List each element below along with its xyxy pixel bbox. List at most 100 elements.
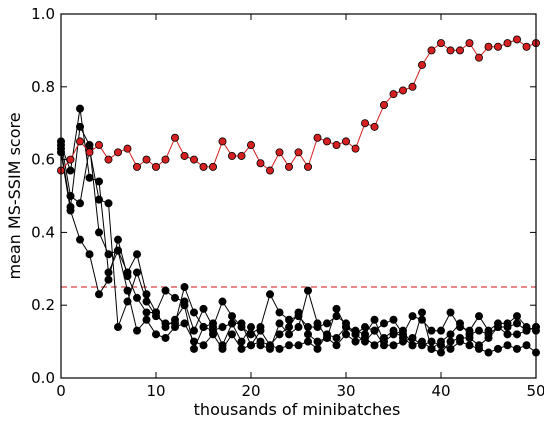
data-point [446,337,455,346]
data-point [389,341,398,350]
data-point [208,162,217,171]
data-point [303,286,312,295]
data-point [284,341,293,350]
x-tick-label: 20 [241,382,260,400]
data-point [180,282,189,291]
data-point [66,166,75,175]
data-point [237,337,246,346]
data-point [436,326,445,335]
x-tick-label: 50 [526,382,544,400]
data-point [427,326,436,335]
data-point [389,90,398,99]
data-point [189,344,198,353]
data-point [322,319,331,328]
data-point [513,319,522,328]
data-point [189,308,198,317]
data-point [351,144,360,153]
data-point [332,312,341,321]
data-point [284,330,293,339]
data-point [256,159,265,168]
data-point [379,319,388,328]
data-point [389,326,398,335]
data-point [427,46,436,55]
data-point [227,312,236,321]
data-point [513,35,522,44]
data-point [199,304,208,313]
data-point [76,235,85,244]
y-tick-label: 0.4 [31,223,55,241]
x-tick-label: 10 [146,382,165,400]
data-point [114,148,123,157]
data-point [265,341,274,350]
data-point [161,155,170,164]
data-point [104,275,113,284]
data-point [332,333,341,342]
y-tick-label: 0.0 [31,369,55,387]
data-point [199,162,208,171]
data-point [284,162,293,171]
data-point [360,333,369,342]
data-point [142,155,151,164]
y-axis-label: mean MS-SSIM score [5,112,24,279]
data-point [246,323,255,332]
data-point [123,268,132,277]
data-point [303,323,312,332]
data-point [503,319,512,328]
data-point [151,330,160,339]
data-point [513,330,522,339]
data-point [370,315,379,324]
data-point [161,323,170,332]
data-point [218,297,227,306]
data-point [170,315,179,324]
data-point [341,330,350,339]
data-point [322,137,331,146]
data-point [484,348,493,357]
data-point [284,323,293,332]
data-point [218,137,227,146]
x-axis-label: thousands of minibatches [194,400,401,419]
data-point [85,173,94,182]
data-point [417,60,426,69]
x-tick-label: 30 [336,382,355,400]
data-point [218,341,227,350]
data-point [85,141,94,150]
series-line-3 [60,152,537,354]
data-point [436,337,445,346]
data-point [132,250,141,259]
data-point [446,330,455,339]
data-point [114,235,123,244]
y-tick-label: 0.8 [31,78,55,96]
data-point [275,344,284,353]
data-point [360,323,369,332]
data-point [218,323,227,332]
data-point [332,304,341,313]
data-point [151,162,160,171]
data-point [180,319,189,328]
data-point [417,337,426,346]
data-point [522,341,531,350]
data-point [66,202,75,211]
data-point [408,341,417,350]
data-point [180,151,189,160]
data-point [275,319,284,328]
data-point [161,333,170,342]
data-point [95,228,104,237]
data-point [132,326,141,335]
data-point [265,166,274,175]
data-point [313,323,322,332]
data-point [132,268,141,277]
data-point [275,308,284,317]
data-point [132,293,141,302]
data-point [360,119,369,128]
data-point [313,337,322,346]
data-point [76,122,85,131]
data-point [294,341,303,350]
data-point [446,308,455,317]
data-point [417,308,426,317]
data-point [76,104,85,113]
data-point [474,341,483,350]
data-point [427,344,436,353]
data-point [474,53,483,62]
data-point [275,330,284,339]
data-point [446,344,455,353]
